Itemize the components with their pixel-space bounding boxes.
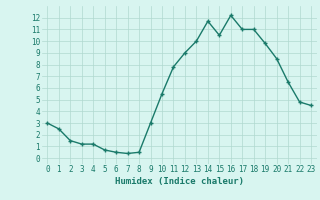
X-axis label: Humidex (Indice chaleur): Humidex (Indice chaleur) <box>115 177 244 186</box>
